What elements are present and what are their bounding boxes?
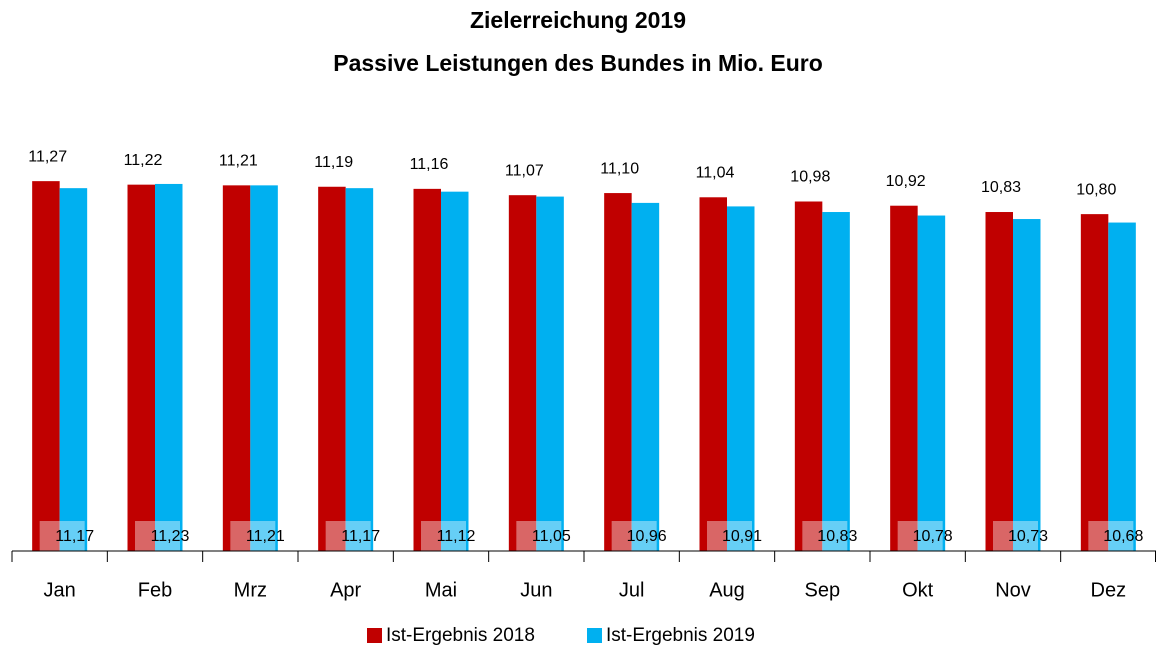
x-tick-label: Jul bbox=[619, 579, 645, 601]
x-tick-label: Dez bbox=[1091, 579, 1127, 601]
bar bbox=[155, 183, 183, 551]
x-tick-label: Mrz bbox=[234, 579, 267, 601]
label-box bbox=[325, 521, 371, 551]
x-tick-label: Sep bbox=[805, 579, 841, 601]
bar bbox=[822, 212, 850, 551]
value-label: 11,22 bbox=[124, 152, 163, 169]
label-box bbox=[707, 521, 752, 551]
x-tick-label: Apr bbox=[330, 579, 361, 601]
bar bbox=[345, 188, 374, 551]
value-label: 10,68 bbox=[1103, 528, 1143, 545]
bar bbox=[250, 185, 278, 551]
bar bbox=[890, 205, 918, 552]
bar bbox=[1108, 222, 1136, 552]
bar bbox=[604, 193, 632, 551]
value-label: 11,27 bbox=[28, 148, 67, 165]
value-label: 10,96 bbox=[627, 528, 667, 545]
value-label: 11,21 bbox=[219, 153, 258, 170]
bar bbox=[127, 184, 155, 551]
value-label: 11,17 bbox=[55, 528, 94, 545]
bar bbox=[441, 191, 469, 551]
value-label: 10,83 bbox=[817, 528, 857, 545]
bar bbox=[222, 185, 251, 551]
bar bbox=[794, 201, 823, 551]
value-label: 11,07 bbox=[505, 162, 544, 179]
legend-label: Ist-Ergebnis 2019 bbox=[606, 625, 755, 646]
bar bbox=[32, 181, 60, 551]
value-label: 10,98 bbox=[790, 169, 830, 186]
value-label: 11,17 bbox=[341, 528, 380, 545]
bar bbox=[536, 196, 564, 551]
value-label: 11,10 bbox=[600, 160, 639, 177]
bar bbox=[318, 186, 346, 552]
label-box bbox=[39, 521, 85, 551]
bar bbox=[631, 202, 660, 551]
value-label: 10,80 bbox=[1076, 181, 1116, 198]
label-box bbox=[135, 521, 180, 551]
chart-title: Zielerreichung 2019 bbox=[470, 7, 686, 33]
bar bbox=[985, 212, 1013, 551]
value-label: 11,19 bbox=[314, 154, 353, 171]
value-label: 11,12 bbox=[437, 528, 476, 545]
value-label: 11,23 bbox=[151, 528, 190, 545]
label-box bbox=[421, 521, 466, 551]
value-label: 11,16 bbox=[410, 156, 449, 173]
legend-swatch bbox=[587, 628, 602, 643]
label-box bbox=[230, 521, 276, 551]
x-tick-label: Aug bbox=[709, 579, 745, 601]
legend-swatch bbox=[367, 628, 382, 643]
bar bbox=[413, 188, 441, 551]
value-label: 10,78 bbox=[913, 528, 953, 545]
x-tick-label: Jan bbox=[44, 579, 76, 601]
bar bbox=[1013, 219, 1041, 552]
value-label: 10,73 bbox=[1008, 528, 1048, 545]
x-tick-label: Mai bbox=[425, 579, 457, 601]
x-tick-label: Nov bbox=[995, 579, 1031, 601]
label-box bbox=[993, 521, 1038, 551]
label-box bbox=[802, 521, 848, 551]
x-tick-label: Okt bbox=[902, 579, 934, 601]
bar bbox=[508, 195, 537, 552]
bar bbox=[1080, 214, 1109, 552]
value-label: 11,21 bbox=[246, 528, 285, 545]
value-label: 10,91 bbox=[722, 528, 762, 545]
value-label: 11,04 bbox=[696, 165, 735, 182]
x-tick-label: Jun bbox=[520, 579, 552, 601]
value-label: 11,05 bbox=[532, 528, 571, 545]
label-box bbox=[897, 521, 943, 551]
bar bbox=[59, 188, 88, 551]
bar bbox=[727, 206, 755, 551]
x-tick-label: Feb bbox=[138, 579, 172, 601]
bar bbox=[699, 197, 727, 551]
bar bbox=[917, 215, 946, 551]
value-label: 10,83 bbox=[981, 179, 1021, 196]
label-box bbox=[516, 521, 562, 551]
label-box bbox=[1088, 521, 1134, 551]
legend-label: Ist-Ergebnis 2018 bbox=[386, 625, 535, 646]
value-label: 10,92 bbox=[886, 173, 926, 190]
label-box bbox=[611, 521, 657, 551]
chart-subtitle: Passive Leistungen des Bundes in Mio. Eu… bbox=[333, 50, 823, 76]
